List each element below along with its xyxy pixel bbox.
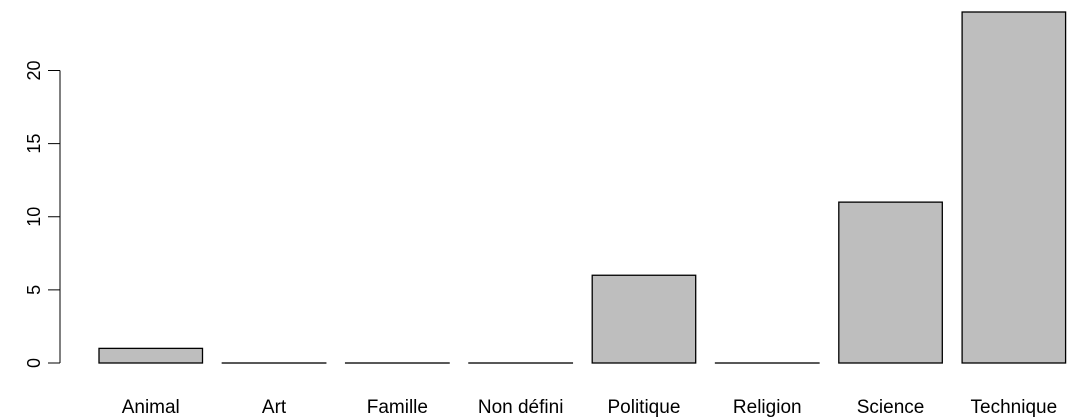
x-category-label: Religion <box>733 397 802 418</box>
x-category-label: Science <box>857 397 925 418</box>
bar-science <box>838 201 943 364</box>
y-tick-label: 15 <box>24 134 44 154</box>
x-category-label: Non défini <box>478 397 564 418</box>
y-axis: 0 5 10 15 20 <box>24 60 61 368</box>
y-tick-label: 0 <box>24 358 44 368</box>
y-tick-label: 20 <box>24 60 44 80</box>
x-axis-labels: Animal Art Famille Non défini Politique Relig… <box>122 397 1057 418</box>
x-category-label: Technique <box>971 397 1058 418</box>
x-category-label: Animal <box>122 397 180 418</box>
y-tick-label: 5 <box>24 285 44 295</box>
bar-politique <box>591 274 697 364</box>
bar-animal <box>98 347 204 364</box>
y-tick-label: 10 <box>24 207 44 227</box>
bars <box>98 11 1067 364</box>
x-category-label: Art <box>262 397 287 418</box>
x-category-label: Famille <box>367 397 428 418</box>
x-category-label: Politique <box>608 397 681 418</box>
bar-technique <box>961 11 1067 364</box>
